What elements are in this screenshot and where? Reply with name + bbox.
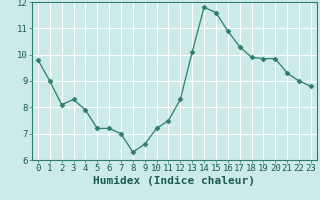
X-axis label: Humidex (Indice chaleur): Humidex (Indice chaleur) <box>93 176 255 186</box>
